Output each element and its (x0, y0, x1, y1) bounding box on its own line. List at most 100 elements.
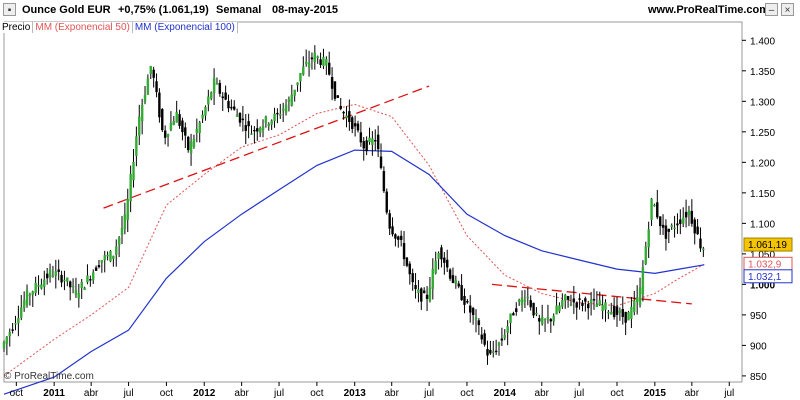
candle-body (489, 349, 492, 354)
candle-body (422, 290, 426, 293)
price-change: +0,75% (1.061,19) (118, 4, 209, 16)
candle-body (189, 141, 193, 154)
candle-body (405, 257, 409, 266)
candle-body (641, 267, 645, 295)
candle-body (304, 61, 308, 64)
candle-body (284, 104, 288, 113)
y-tick-label: 850 (750, 372, 767, 383)
candle-body (17, 318, 20, 324)
candle-body (569, 303, 573, 306)
candle-body (328, 62, 331, 75)
badge-ma100-box (743, 269, 793, 284)
chart-header: ▪ Ounce Gold EUR +0,75% (1.061,19) Seman… (0, 0, 800, 22)
trendline (103, 85, 430, 209)
candle-body (581, 302, 584, 306)
candle-body (293, 89, 296, 96)
candle-body (656, 202, 659, 218)
candle-body (584, 298, 587, 302)
close-icon[interactable]: × (781, 3, 794, 16)
candle-body (14, 323, 17, 325)
candle-body (63, 279, 66, 282)
candle-body (348, 111, 351, 123)
badge-price-box (743, 237, 793, 252)
candle-body (120, 228, 124, 236)
candle-body (250, 133, 253, 135)
instrument-title: Ounce Gold EUR (22, 4, 111, 16)
candle-body (264, 116, 268, 124)
timeframe: Semanal (216, 4, 262, 16)
candle-body (140, 104, 144, 122)
candle-body (480, 334, 483, 340)
candle-body (543, 318, 547, 321)
candle-body (420, 288, 423, 302)
candle-body (307, 62, 311, 68)
candle-body (287, 99, 291, 102)
candle-body (74, 289, 78, 295)
candle-body (578, 298, 581, 300)
site-name[interactable]: www.ProRealTime.com (648, 4, 770, 16)
y-tick-label: 1.350 (750, 67, 775, 78)
x-tick-label: abr (84, 388, 99, 399)
candle-body (679, 219, 682, 224)
candle-body (664, 225, 668, 239)
candle-body (313, 52, 317, 62)
x-tick-label: jul (123, 388, 134, 399)
candle-body (492, 351, 495, 353)
candle-body (20, 307, 23, 318)
candle-body (379, 156, 383, 169)
candle-body (437, 252, 440, 259)
candle-body (172, 121, 176, 126)
candle-body (428, 287, 432, 301)
candle-body (218, 82, 222, 94)
candle-body (638, 287, 642, 305)
badge-ma100-label: 1.032,1 (748, 272, 782, 283)
candle-body (690, 210, 694, 224)
candle-body (178, 114, 181, 126)
x-tick-label: oct (310, 388, 324, 399)
x-tick-label: jul (423, 388, 434, 399)
candle-body (653, 204, 656, 207)
candle-body (241, 118, 245, 121)
candle-body (117, 237, 121, 246)
candle-body (483, 333, 486, 345)
ma50-line (3, 103, 705, 377)
candle-body (408, 263, 411, 275)
y-tick-label: 950 (750, 311, 767, 322)
candle-body (57, 269, 60, 272)
candle-body (143, 94, 147, 103)
candle-body (633, 300, 636, 312)
candle-body (402, 243, 406, 260)
candle-body (342, 111, 345, 114)
candle-body (161, 108, 164, 131)
candle-body (227, 100, 230, 109)
candle-body (336, 95, 340, 98)
candle-body (494, 350, 498, 353)
legend-ma100[interactable]: MM (Exponencial 100) (132, 22, 238, 33)
candle-body (112, 255, 115, 259)
candle-body (684, 211, 688, 218)
candle-body (22, 300, 26, 309)
candle-body (77, 293, 81, 299)
candle-body (497, 342, 501, 346)
candle-body (97, 265, 101, 268)
x-tick-label: abr (535, 388, 550, 399)
y-tick-label: 1.050 (750, 250, 775, 261)
legend-price[interactable]: Precio (0, 22, 34, 33)
legend-ma50[interactable]: MM (Exponencial 50) (33, 22, 133, 33)
chart-menu-icon[interactable]: ▪ (3, 3, 16, 16)
candle-body (253, 129, 256, 132)
candle-body (555, 305, 558, 315)
candle-body (604, 302, 607, 310)
candle-body (658, 216, 662, 227)
candle-body (564, 294, 567, 301)
candle-body (80, 281, 83, 289)
candle-body (267, 123, 270, 127)
minimize-icon[interactable]: – (765, 3, 778, 16)
y-tick-label: 1.100 (750, 219, 775, 230)
candle-body (270, 120, 273, 125)
candle-body (132, 161, 135, 181)
candle-body (460, 284, 463, 301)
candle-body (670, 225, 673, 227)
x-tick-label: 2015 (644, 388, 667, 399)
